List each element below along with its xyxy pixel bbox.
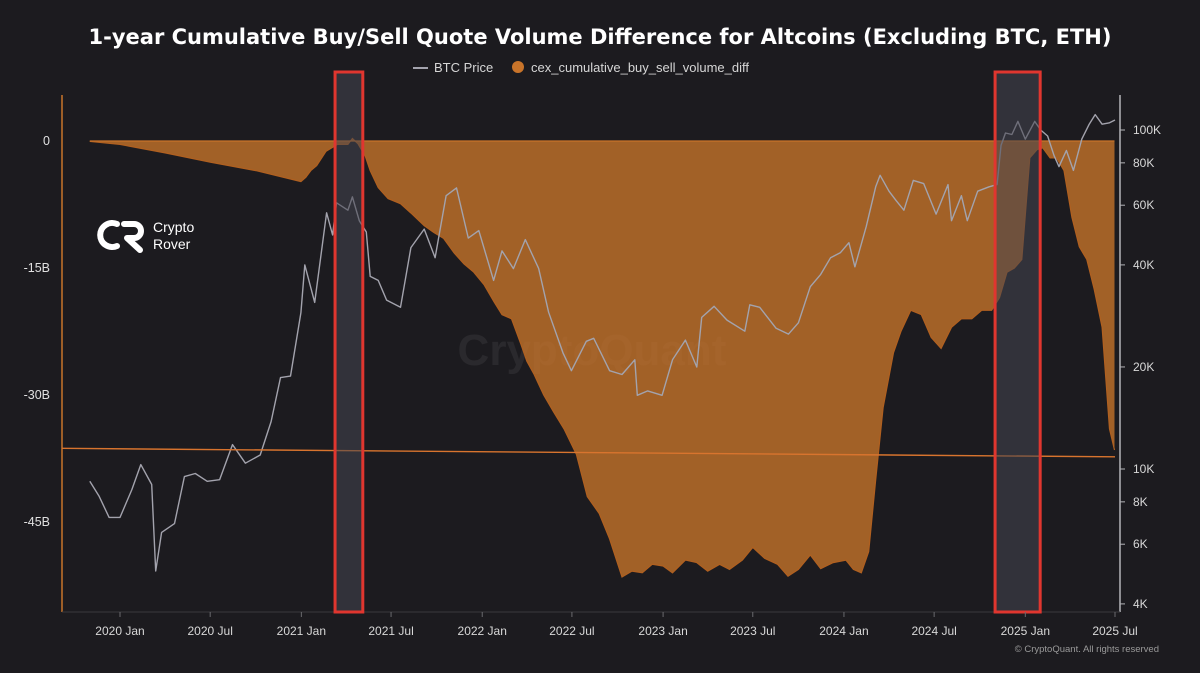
legend-volume-diff: cex_cumulative_buy_sell_volume_diff (531, 60, 749, 75)
x-tick-label: 2023 Jul (730, 624, 775, 638)
right-tick-label: 60K (1133, 198, 1154, 212)
left-tick-label: 0 (43, 134, 50, 148)
x-tick-label: 2021 Jul (368, 624, 413, 638)
x-tick-label: 2020 Jul (187, 624, 232, 638)
volume-diff-area (89, 138, 1115, 577)
right-tick-label: 4K (1133, 597, 1148, 611)
x-tick-label: 2021 Jan (277, 624, 326, 638)
trend-line (61, 447, 1116, 458)
legend-btc-price: BTC Price (434, 60, 493, 75)
right-tick-label: 6K (1133, 537, 1148, 551)
highlight-box-1 (333, 70, 365, 614)
x-tick-label: 2025 Jul (1092, 624, 1137, 638)
legend: BTC Price cex_cumulative_buy_sell_volume… (413, 60, 749, 75)
x-tick-label: 2023 Jan (638, 624, 687, 638)
plot-area: 0 -15B -30B -45B 100K 80K 60K 40K 20K 10K 8K 6K 4K 20… (24, 70, 1161, 638)
copyright: © CryptoQuant. All rights reserved (1015, 644, 1159, 655)
right-tick-label: 100K (1133, 123, 1161, 137)
crypto-rover-logo-icon (97, 220, 144, 253)
left-tick-label: -15B (24, 261, 50, 275)
chart-title: 1-year Cumulative Buy/Sell Quote Volume … (89, 25, 1112, 49)
right-tick-label: 20K (1133, 360, 1154, 374)
right-tick-label: 40K (1133, 258, 1154, 272)
highlight-box-2 (993, 70, 1042, 614)
x-tick-label: 2022 Jul (549, 624, 594, 638)
left-tick-label: -45B (24, 515, 50, 529)
x-tick-label: 2022 Jan (458, 624, 507, 638)
right-tick-label: 10K (1133, 462, 1154, 476)
legend-volume-diff-swatch (512, 61, 524, 73)
left-tick-label: -30B (24, 388, 50, 402)
logo-text-line1: Crypto (153, 219, 194, 235)
x-tick-label: 2024 Jul (911, 624, 956, 638)
x-tick-label: 2025 Jan (1001, 624, 1050, 638)
logo-text-line2: Rover (153, 236, 191, 252)
logo: Crypto Rover (97, 219, 194, 253)
x-tick-label: 2020 Jan (95, 624, 144, 638)
right-tick-label: 8K (1133, 495, 1148, 509)
x-tick-label: 2024 Jan (819, 624, 868, 638)
right-tick-label: 80K (1133, 156, 1154, 170)
